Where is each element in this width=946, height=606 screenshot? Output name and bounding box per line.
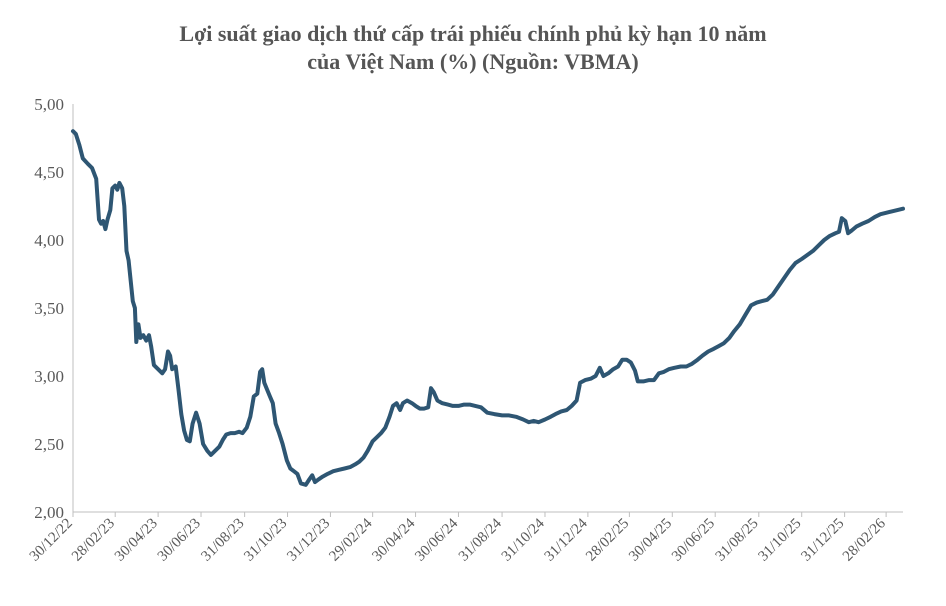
x-tick-label: 31/12/25 xyxy=(798,516,847,565)
x-tick-label: 31/08/23 xyxy=(198,516,247,565)
x-tick-label: 30/04/23 xyxy=(112,516,161,565)
x-tick-label: 30/06/23 xyxy=(155,516,204,565)
x-tick-label: 31/12/24 xyxy=(542,515,591,564)
y-tick-label: 5,00 xyxy=(34,95,64,114)
y-tick-label: 2,00 xyxy=(34,503,64,522)
x-tick-label: 30/06/25 xyxy=(669,516,718,565)
y-tick-label: 4,00 xyxy=(34,231,64,250)
x-tick-label: 31/10/23 xyxy=(241,516,290,565)
x-tick-label: 31/10/25 xyxy=(756,516,805,565)
x-tick-label: 31/10/24 xyxy=(499,515,548,564)
x-tick-label: 30/04/24 xyxy=(369,515,418,564)
series-line xyxy=(71,129,905,487)
x-tick-label: 30/04/25 xyxy=(626,516,675,565)
x-tick-label: 31/08/24 xyxy=(456,515,505,564)
y-tick-label: 3,00 xyxy=(34,367,64,386)
chart-title-line-2: của Việt Nam (%) (Nguồn: VBMA) xyxy=(307,49,639,74)
x-tick-label: 29/02/24 xyxy=(326,515,375,564)
x-tick-label: 30/12/22 xyxy=(27,516,76,565)
y-tick-label: 3,50 xyxy=(34,299,64,318)
x-tick-label: 31/08/25 xyxy=(713,516,762,565)
y-tick-label: 4,50 xyxy=(34,163,64,182)
x-tick-label: 30/06/24 xyxy=(412,515,461,564)
x-tick-label: 31/12/23 xyxy=(284,516,333,565)
x-tick-label: 28/02/25 xyxy=(583,516,632,565)
y-tick-label: 2,50 xyxy=(34,435,64,454)
x-tick-label: 28/02/23 xyxy=(69,516,118,565)
chart-title-line-1: Lợi suất giao dịch thứ cấp trái phiếu ch… xyxy=(179,21,767,46)
x-tick-label: 28/02/26 xyxy=(840,515,889,564)
